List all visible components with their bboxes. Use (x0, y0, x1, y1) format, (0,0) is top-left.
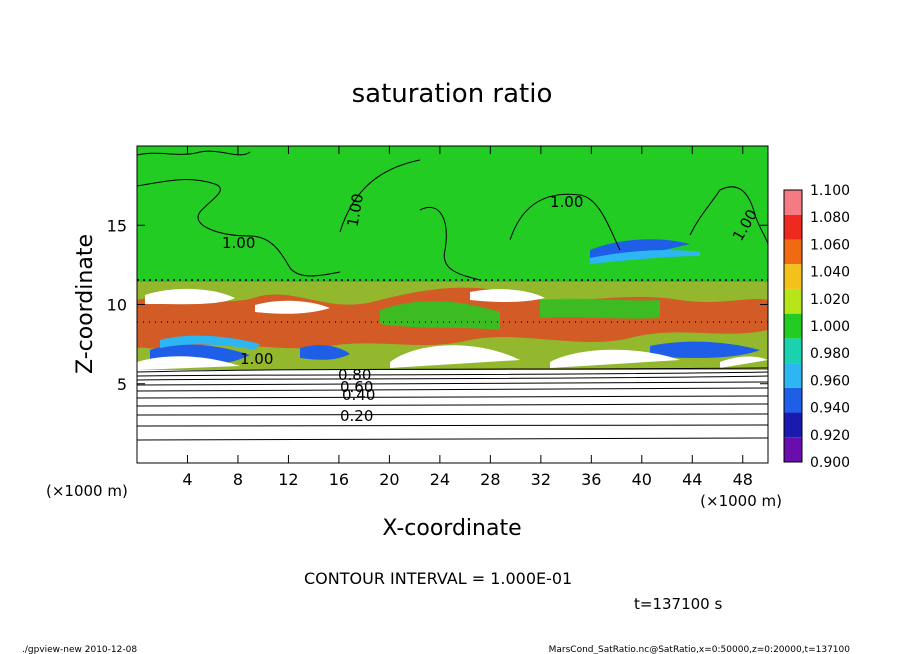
colorbar-level-label: 0.940 (810, 401, 850, 417)
contour-label: 0.60 (340, 378, 373, 396)
x-axis-label: X-coordinate (382, 516, 521, 541)
lower-stable-layer (137, 370, 768, 463)
white-cloud-bottom (137, 345, 768, 370)
colorbar-level-label: 1.100 (810, 183, 850, 199)
colorbar-swatch (784, 412, 802, 438)
y-tick-label: 5 (117, 375, 127, 394)
x-tick-label: 48 (733, 470, 753, 489)
x-tick-label: 44 (682, 470, 702, 489)
colorbar-swatch (784, 437, 802, 462)
contour-interval-label: CONTOUR INTERVAL = 1.000E-01 (304, 569, 572, 588)
x-tick-label: 32 (531, 470, 551, 489)
colorbar-level-label: 0.920 (810, 428, 850, 444)
time-label: t=137100 s (634, 595, 722, 613)
footer-left: ./gpview-new 2010-12-08 (22, 645, 137, 654)
colorbar-swatch (784, 239, 802, 265)
x-tick-label: 20 (379, 470, 399, 489)
colorbar-frame (783, 189, 803, 463)
y-tick-label: 15 (107, 216, 127, 235)
white-patches-upper (145, 288, 545, 314)
chart-title: saturation ratio (352, 79, 553, 109)
colorbar-swatch (784, 338, 802, 364)
colorbar-swatch (784, 264, 802, 289)
colorbar-swatch (784, 313, 802, 339)
contour-label: 0.80 (338, 366, 371, 384)
upper-contour-lines (136, 150, 769, 281)
y-unit-label: (×1000 m) (46, 482, 128, 500)
colorbar-swatch (784, 363, 802, 388)
contour-label: 1.00 (344, 192, 368, 228)
x-tick-label: 16 (329, 470, 349, 489)
x-tick-label: 12 (278, 470, 298, 489)
colorbar-level-label: 1.060 (810, 237, 850, 253)
x-tick-label: 36 (581, 470, 601, 489)
colorbar-level-label: 1.080 (810, 210, 850, 226)
colorbar-level-label: 0.960 (810, 373, 850, 389)
y-axis: 5 10 15 (107, 216, 768, 394)
colorbar-level-label: 1.040 (810, 265, 850, 281)
colorbar: 0.900 0.920 0.940 0.960 0.980 1.000 1.020 1.040… (783, 183, 850, 471)
contour-label: 1.00 (550, 193, 583, 211)
x-tick-label: 24 (430, 470, 450, 489)
contour-label-group: 1.00 1.00 1.00 1.00 1.00 0.80 0.60 0.40 … (222, 192, 761, 425)
contour-label: 1.00 (222, 234, 255, 252)
colorbar-swatch (784, 387, 802, 413)
plot-area: 1.00 1.00 1.00 1.00 1.00 0.80 0.60 0.40 … (136, 145, 769, 464)
x-tick-label: 4 (182, 470, 192, 489)
contour-label: 1.00 (240, 350, 273, 368)
y-axis-label: Z-coordinate (73, 234, 98, 374)
y-tick-label: 10 (107, 296, 127, 315)
colorbar-level-label: 1.020 (810, 292, 850, 308)
footer-right: MarsCond_SatRatio.nc@SatRatio,x=0:50000,… (549, 645, 851, 654)
colorbar-swatch (784, 214, 802, 240)
colorbar-level-label: 0.980 (810, 346, 850, 362)
contour-label: 0.20 (340, 407, 373, 425)
x-axis: 4 8 12 16 20 24 28 32 36 40 44 48 (182, 146, 753, 489)
blue-patches (150, 239, 760, 366)
x-tick-label: 40 (632, 470, 652, 489)
cyan-patches (160, 250, 700, 350)
colorbar-swatch (784, 288, 802, 314)
x-unit-label: (×1000 m) (700, 492, 782, 510)
colorbar-swatch (784, 190, 802, 215)
x-tick-label: 8 (233, 470, 243, 489)
colorbar-level-label: 1.000 (810, 319, 850, 335)
x-tick-label: 28 (480, 470, 500, 489)
colorbar-level-label: 0.900 (810, 455, 850, 471)
contour-label: 0.40 (342, 386, 375, 404)
lower-contour-lines (136, 367, 769, 441)
